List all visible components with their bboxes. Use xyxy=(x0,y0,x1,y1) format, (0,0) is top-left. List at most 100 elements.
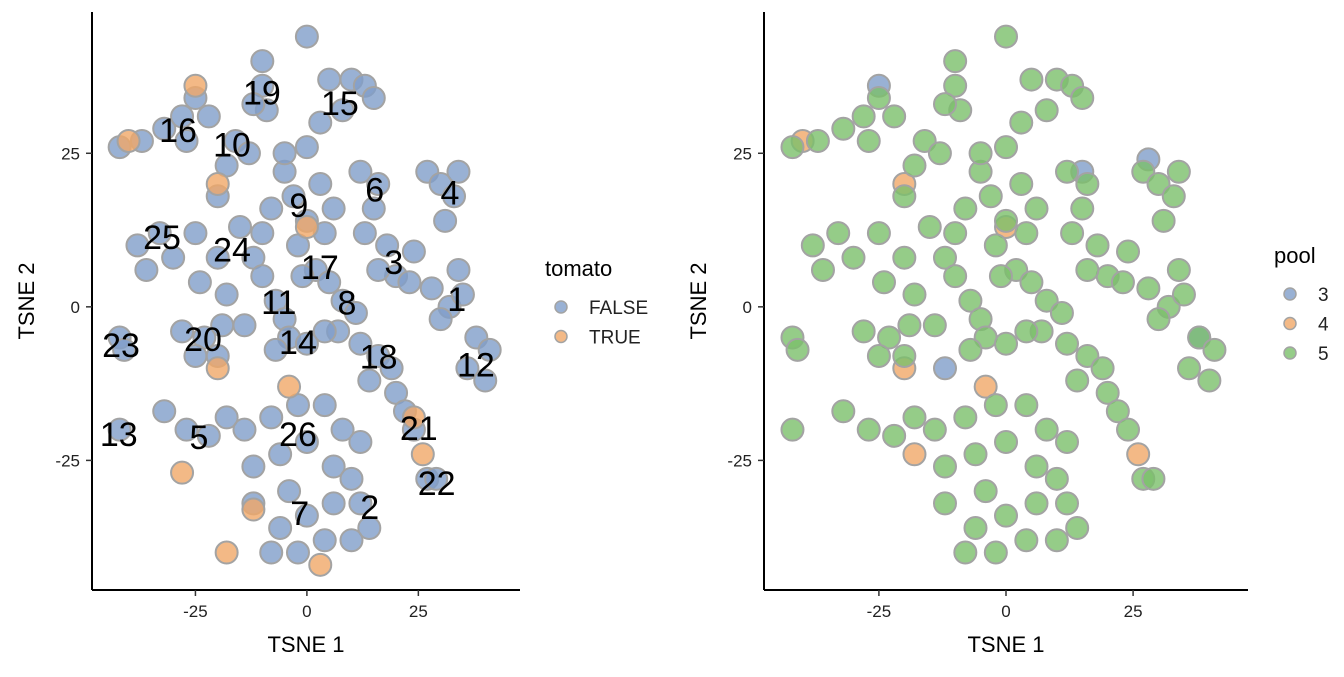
data-point xyxy=(308,552,333,577)
legend-swatch xyxy=(554,329,568,344)
data-point xyxy=(183,73,208,98)
data-point xyxy=(294,135,319,160)
x-axis-title: TSNE 1 xyxy=(267,632,344,657)
data-point xyxy=(994,429,1018,454)
data-point xyxy=(170,319,195,344)
cluster-label: 14 xyxy=(279,324,317,362)
data-point xyxy=(241,92,266,117)
cluster-label: 4 xyxy=(441,175,460,213)
y-tick-label: 25 xyxy=(733,144,752,163)
data-point xyxy=(826,221,851,246)
cluster-label: 6 xyxy=(365,172,384,210)
data-point xyxy=(317,270,342,295)
data-point xyxy=(1105,399,1130,424)
data-point xyxy=(259,196,284,221)
data-point xyxy=(963,515,988,540)
data-point xyxy=(268,442,293,467)
legend-swatch xyxy=(1283,316,1297,331)
cluster-label: 16 xyxy=(159,112,197,150)
data-point xyxy=(272,141,297,166)
data-point xyxy=(357,368,382,393)
data-point xyxy=(294,331,319,356)
data-point xyxy=(428,307,453,332)
data-point xyxy=(994,135,1018,160)
y-tick-label: 0 xyxy=(71,298,80,317)
cluster-label: 21 xyxy=(400,410,438,448)
x-tick-label: -25 xyxy=(867,602,892,621)
data-point xyxy=(800,233,825,258)
x-tick-label: 25 xyxy=(409,602,428,621)
data-point xyxy=(1024,196,1049,221)
data-point xyxy=(973,374,998,399)
data-point xyxy=(174,417,199,442)
y-tick-label: 25 xyxy=(61,144,80,163)
x-axis-title: TSNE 1 xyxy=(967,632,1044,657)
data-point xyxy=(268,515,293,540)
legend-label: 3 xyxy=(1318,285,1329,306)
data-point xyxy=(205,356,230,381)
data-point xyxy=(1095,380,1120,405)
data-point xyxy=(892,245,917,270)
data-point xyxy=(1065,515,1090,540)
y-tick-label: -25 xyxy=(55,451,80,470)
data-point xyxy=(312,319,337,344)
data-point xyxy=(348,331,373,356)
data-point xyxy=(953,405,978,430)
data-point xyxy=(958,337,983,362)
data-point xyxy=(1161,184,1186,209)
data-point xyxy=(250,221,275,246)
data-point xyxy=(851,104,876,129)
data-point xyxy=(978,184,1003,209)
data-point xyxy=(968,141,993,166)
data-point xyxy=(232,313,257,338)
data-point xyxy=(312,528,337,553)
data-point xyxy=(922,313,947,338)
data-point xyxy=(932,454,957,479)
data-point xyxy=(1044,466,1069,491)
data-point xyxy=(205,245,230,270)
data-point xyxy=(831,399,856,424)
data-point xyxy=(294,24,319,49)
data-point xyxy=(943,264,968,289)
data-point xyxy=(147,221,172,246)
data-point xyxy=(161,245,186,270)
data-point xyxy=(263,337,288,362)
data-point xyxy=(983,393,1008,418)
data-point xyxy=(1034,98,1059,123)
plot-area xyxy=(780,24,1227,565)
plot-area xyxy=(107,24,502,577)
legend-label: 4 xyxy=(1318,315,1329,336)
data-point xyxy=(932,356,957,381)
data-point xyxy=(1009,110,1034,135)
data-point xyxy=(366,257,391,282)
data-point xyxy=(379,356,404,381)
data-point xyxy=(330,417,355,442)
data-point xyxy=(902,405,927,430)
data-point xyxy=(1085,233,1110,258)
data-point xyxy=(259,405,284,430)
data-point xyxy=(107,417,132,442)
data-point xyxy=(897,313,922,338)
data-point xyxy=(228,214,253,239)
data-point xyxy=(1055,159,1080,184)
data-point xyxy=(196,104,221,129)
data-point xyxy=(785,337,810,362)
legend-swatch xyxy=(1283,346,1297,360)
data-point xyxy=(1151,208,1176,233)
data-point xyxy=(994,24,1018,49)
data-point xyxy=(983,233,1008,258)
data-point xyxy=(241,454,266,479)
data-point xyxy=(866,343,891,368)
data-point xyxy=(1141,466,1166,491)
data-point xyxy=(994,331,1018,356)
data-point xyxy=(205,171,230,196)
cluster-label: 5 xyxy=(190,419,209,457)
data-point xyxy=(953,196,978,221)
data-point xyxy=(805,128,830,153)
data-point xyxy=(882,104,907,129)
data-point xyxy=(1177,356,1202,381)
data-point xyxy=(294,503,319,528)
data-point xyxy=(958,288,983,313)
data-point xyxy=(401,239,426,264)
data-point xyxy=(321,196,346,221)
